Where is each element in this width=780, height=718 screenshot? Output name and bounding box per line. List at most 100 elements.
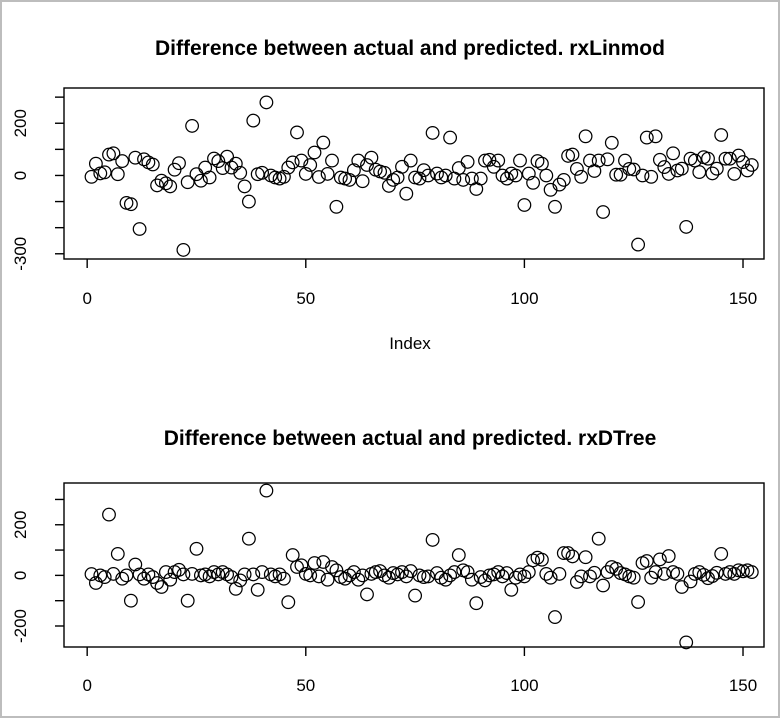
data-point: [132, 567, 147, 582]
data-point: [626, 570, 641, 585]
data-point: [539, 168, 554, 183]
data-point: [583, 569, 597, 584]
data-point: [241, 531, 256, 546]
data-point: [408, 588, 423, 603]
figure-rxlinmod: Difference between actual and predicted.…: [11, 37, 765, 353]
data-point: [596, 205, 611, 219]
data-point: [661, 166, 676, 181]
data-point: [115, 571, 130, 586]
data-point: [674, 580, 689, 594]
data-point: [364, 150, 379, 165]
data-point: [329, 199, 344, 214]
data-point: [123, 197, 138, 212]
data-point: [618, 153, 632, 168]
data-point: [88, 156, 103, 171]
data-point: [679, 635, 694, 650]
data-point: [543, 570, 558, 585]
data-point: [408, 170, 423, 185]
data-point: [552, 566, 567, 581]
data-point: [727, 566, 742, 581]
data-point: [185, 118, 200, 133]
data-point: [176, 567, 191, 582]
data-point: [202, 569, 217, 584]
data-point: [692, 565, 707, 580]
data-point: [565, 147, 580, 162]
data-point: [631, 237, 646, 252]
x-tick-label: 0: [82, 289, 91, 308]
data-point: [657, 566, 672, 581]
data-point: [202, 170, 217, 185]
data-point: [316, 555, 331, 569]
data-point: [395, 565, 409, 580]
data-point: [744, 565, 759, 580]
data-point: [360, 587, 374, 602]
data-point: [294, 558, 309, 573]
data-point: [128, 557, 143, 572]
data-point: [281, 160, 296, 175]
x-tick-label: 50: [296, 289, 315, 308]
data-point: [325, 560, 339, 574]
data-point: [172, 562, 186, 577]
data-point: [189, 541, 204, 556]
x-tick-label: 100: [510, 676, 538, 695]
x-tick-label: 150: [729, 289, 757, 308]
data-point: [119, 568, 134, 583]
data-point: [430, 566, 444, 581]
data-point: [412, 171, 427, 186]
data-point: [259, 95, 274, 110]
data-point: [736, 155, 750, 170]
data-point: [604, 135, 619, 150]
data-point: [237, 567, 252, 582]
data-point: [329, 563, 344, 578]
data-point: [430, 166, 444, 181]
data-point: [639, 554, 654, 568]
data-point: [526, 175, 541, 190]
data-point: [534, 552, 549, 567]
data-point: [574, 569, 589, 584]
data-point: [351, 572, 366, 587]
data-point: [714, 546, 729, 561]
plot-box: [63, 482, 765, 648]
data-point: [513, 153, 527, 168]
data-point: [115, 154, 130, 169]
data-point: [276, 169, 291, 184]
y-tick-label: -200: [11, 609, 30, 643]
data-point: [709, 565, 724, 580]
data-point: [574, 169, 589, 184]
data-point: [250, 582, 265, 597]
data-point: [123, 593, 138, 608]
data-point: [246, 567, 261, 582]
data-point: [255, 565, 270, 580]
data-point: [508, 168, 523, 183]
data-point: [569, 575, 584, 589]
data-point: [652, 552, 667, 567]
data-point: [158, 176, 173, 191]
data-point: [657, 160, 672, 175]
data-point: [666, 146, 681, 161]
data-point: [246, 113, 261, 128]
data-point: [84, 567, 99, 582]
data-point: [421, 168, 436, 183]
data-point: [565, 549, 580, 564]
data-point: [163, 572, 178, 587]
data-point: [722, 151, 737, 166]
data-point: [556, 546, 571, 561]
data-point: [338, 571, 353, 586]
data-point: [425, 125, 440, 140]
data-point: [255, 165, 270, 180]
data-point: [233, 165, 248, 180]
data-point: [705, 569, 720, 584]
data-point: [97, 570, 112, 585]
data-point: [377, 165, 392, 180]
data-point: [110, 167, 125, 182]
data-point: [150, 576, 165, 590]
data-point: [84, 169, 99, 184]
data-point: [744, 158, 759, 172]
x-tick-label: 150: [729, 676, 757, 695]
data-point: [622, 161, 637, 176]
data-point: [128, 150, 143, 165]
data-point: [644, 169, 659, 184]
data-point: [473, 171, 488, 186]
data-point: [368, 565, 383, 580]
figure-rxdtree: Difference between actual and predicted.…: [11, 427, 765, 695]
